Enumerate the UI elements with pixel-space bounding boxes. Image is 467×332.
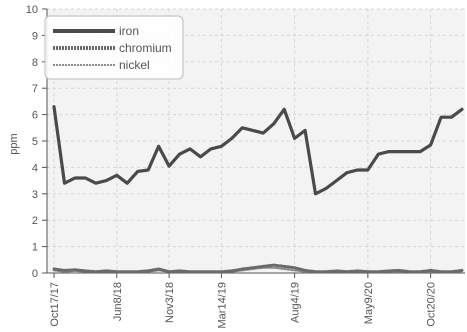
x-tick-label: Mar14/19 xyxy=(216,282,228,328)
y-tick-label: 4 xyxy=(32,162,38,174)
y-tick-label: 8 xyxy=(32,57,38,69)
y-axis-title: ppm xyxy=(8,133,20,154)
y-axis-ticks: 0 1 2 3 4 5 6 7 8 9 10 xyxy=(26,4,47,280)
x-tick-label: Nov3/18 xyxy=(164,282,176,323)
y-tick-label: 5 xyxy=(32,136,38,148)
series-line-chromium xyxy=(52,263,464,274)
x-tick-label: Aug4/19 xyxy=(290,282,302,323)
y-tick-label: 9 xyxy=(32,30,38,42)
x-axis-ticks: Oct17/17 Jun8/18 Nov3/18 Mar14/19 Aug4/19 May… xyxy=(49,273,438,328)
y-tick-label: 7 xyxy=(32,83,38,95)
y-tick-label: 6 xyxy=(32,110,38,122)
x-tick-label: May9/20 xyxy=(363,282,375,324)
x-tick-label: Oct17/17 xyxy=(49,282,61,327)
series-line-iron xyxy=(52,105,464,196)
y-tick-label: 1 xyxy=(32,242,38,254)
series-layer xyxy=(52,105,464,274)
legend: iron chromium nickel xyxy=(44,15,184,80)
legend-label-chromium: chromium xyxy=(119,41,172,55)
y-tick-label: 2 xyxy=(32,215,38,227)
x-tick-label: Jun8/18 xyxy=(112,282,124,321)
y-tick-label: 0 xyxy=(32,268,38,280)
y-tick-label: 3 xyxy=(32,189,38,201)
legend-label-nickel: nickel xyxy=(119,58,150,72)
legend-label-iron: iron xyxy=(119,24,139,38)
x-tick-label: Oct20/20 xyxy=(426,282,438,327)
y-tick-label: 10 xyxy=(26,4,38,16)
